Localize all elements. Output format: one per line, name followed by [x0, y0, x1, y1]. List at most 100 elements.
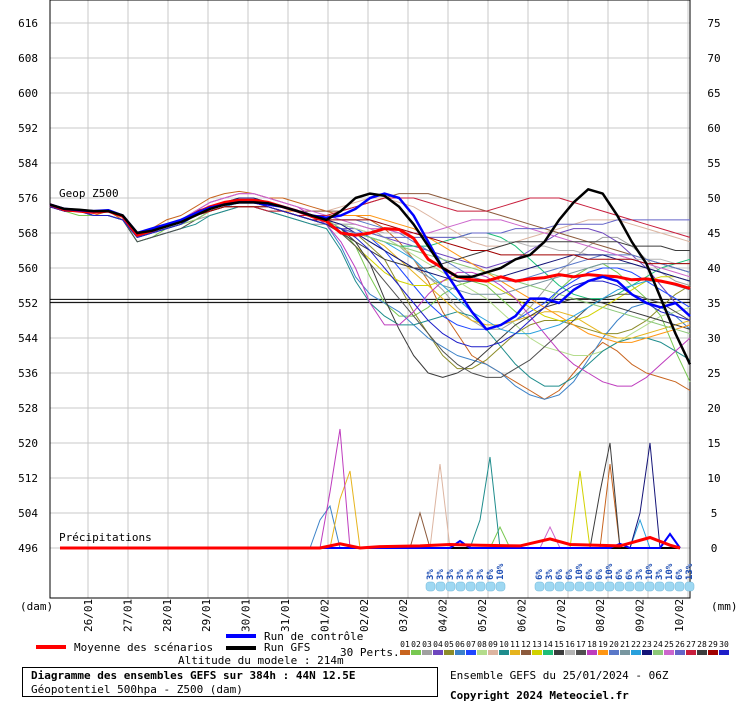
snow-probability-label: 3%: [426, 569, 436, 580]
member-number: 21: [620, 640, 630, 649]
snow-flake-icon: [495, 581, 506, 592]
member-color-swatch: [675, 650, 685, 655]
run-info: Ensemble GEFS du 25/01/2024 - 06Z: [450, 669, 669, 682]
precip-label: Précipitations: [59, 531, 152, 544]
left-tick-label: 552: [18, 297, 38, 310]
snow-flake-icon: [654, 581, 665, 592]
snow-flake-icon: [564, 581, 575, 592]
member-number: 06: [455, 640, 465, 649]
member-number: 14: [543, 640, 553, 649]
left-tick-label: 496: [18, 542, 38, 555]
right-tick-label: 35: [707, 297, 720, 310]
snow-probability-label: 10%: [496, 563, 506, 580]
snow-probability-label: 10%: [605, 563, 615, 580]
member-color-swatch: [422, 650, 432, 655]
snow-flake-icon: [664, 581, 675, 592]
precip-line-moyenne-des-sc-narios: [60, 535, 681, 550]
left-tick-label: 536: [18, 367, 38, 380]
member-number: 27: [686, 640, 696, 649]
member-number: 03: [422, 640, 432, 649]
member-color-swatch: [565, 650, 575, 655]
snow-flake-icon: [554, 581, 565, 592]
right-tick-label: 15: [707, 437, 720, 450]
x-axis-labels: 26/01 27/01 28/01 29/01 30/01 31/01 01/02 02/02…: [82, 599, 686, 632]
member-color-swatch: [620, 650, 630, 655]
snow-probability-label: 3%: [635, 569, 645, 580]
snow-probability-label: 6%: [535, 569, 545, 580]
legend-perts-label: 30 Perts.: [340, 646, 400, 659]
series-line-p02: [49, 197, 691, 383]
member-number: 22: [631, 640, 641, 649]
precip-line-p6: [469, 456, 501, 549]
member-number: 12: [521, 640, 531, 649]
snow-flake-icon: [634, 581, 645, 592]
right-tick-label: 0: [711, 542, 718, 555]
member-color-swatch: [532, 650, 542, 655]
member-color-swatch: [543, 650, 553, 655]
member-color-swatch: [653, 650, 663, 655]
legend-mean-label: Moyenne des scénarios: [74, 641, 213, 654]
left-tick-label: 584: [18, 157, 38, 170]
right-tick-label: 60: [707, 122, 720, 135]
right-tick-label: 55: [707, 157, 720, 170]
snow-probability-label: 6%: [625, 569, 635, 580]
member-number: 19: [598, 640, 608, 649]
x-tick-label: 07/02: [555, 599, 568, 632]
snow-probability-label: 6%: [595, 569, 605, 580]
left-tick-label: 616: [18, 17, 38, 30]
right-tick-label: 25: [707, 367, 720, 380]
member-number: 17: [576, 640, 586, 649]
x-tick-label: 27/01: [121, 599, 134, 632]
run-info-block: Ensemble GEFS du 25/01/2024 - 06Z Copyri…: [450, 666, 669, 706]
snow-flake-icon: [594, 581, 605, 592]
member-number: 16: [565, 640, 575, 649]
member-number: 02: [411, 640, 421, 649]
x-tick-label: 06/02: [515, 599, 528, 632]
right-tick-label: 65: [707, 87, 720, 100]
member-color-swatch: [598, 650, 608, 655]
member-color-swatch: [400, 650, 410, 655]
snow-probability-label: 3%: [456, 569, 466, 580]
member-number: 11: [510, 640, 520, 649]
snow-flake-icon: [485, 581, 496, 592]
left-axis-unit: (dam): [20, 600, 53, 613]
member-color-swatch: [587, 650, 597, 655]
left-tick-label: 512: [18, 472, 38, 485]
x-tick-label: 26/01: [82, 599, 95, 632]
member-color-swatch: [499, 650, 509, 655]
x-tick-label: 01/02: [318, 599, 331, 632]
snow-probability-label: 3%: [545, 569, 555, 580]
member-color-swatch: [477, 650, 487, 655]
member-color-swatch: [455, 650, 465, 655]
left-tick-label: 576: [18, 192, 38, 205]
x-tick-label: 31/01: [279, 599, 292, 632]
member-color-swatch: [433, 650, 443, 655]
right-tick-label: 45: [707, 227, 720, 240]
left-tick-label: 504: [18, 507, 38, 520]
member-color-swatch: [642, 650, 652, 655]
snow-probability-label: 10%: [665, 563, 675, 580]
x-tick-label: 02/02: [358, 599, 371, 632]
member-number: 01: [400, 640, 410, 649]
title-box: Diagramme des ensembles GEFS sur 384h : …: [22, 667, 438, 697]
snow-flake-icon: [534, 581, 545, 592]
member-number: 05: [444, 640, 454, 649]
right-tick-label: 75: [707, 17, 720, 30]
member-number: 20: [609, 640, 619, 649]
right-tick-label: 20: [707, 402, 720, 415]
member-number: 15: [554, 640, 564, 649]
x-tick-label: 30/01: [240, 599, 253, 632]
geop-label: Geop Z500: [59, 187, 119, 200]
legend-control-label: Run de contrôle: [264, 630, 363, 643]
x-tick-label: 05/02: [476, 599, 489, 632]
snow-probability-label: 6%: [615, 569, 625, 580]
copyright: Copyright 2024 Meteociel.fr: [450, 689, 629, 702]
snow-probability-label: 6%: [565, 569, 575, 580]
precip-line-p8: [569, 470, 591, 549]
left-tick-label: 520: [18, 437, 38, 450]
snow-flake-icon: [674, 581, 685, 592]
snow-flake-icon: [475, 581, 486, 592]
